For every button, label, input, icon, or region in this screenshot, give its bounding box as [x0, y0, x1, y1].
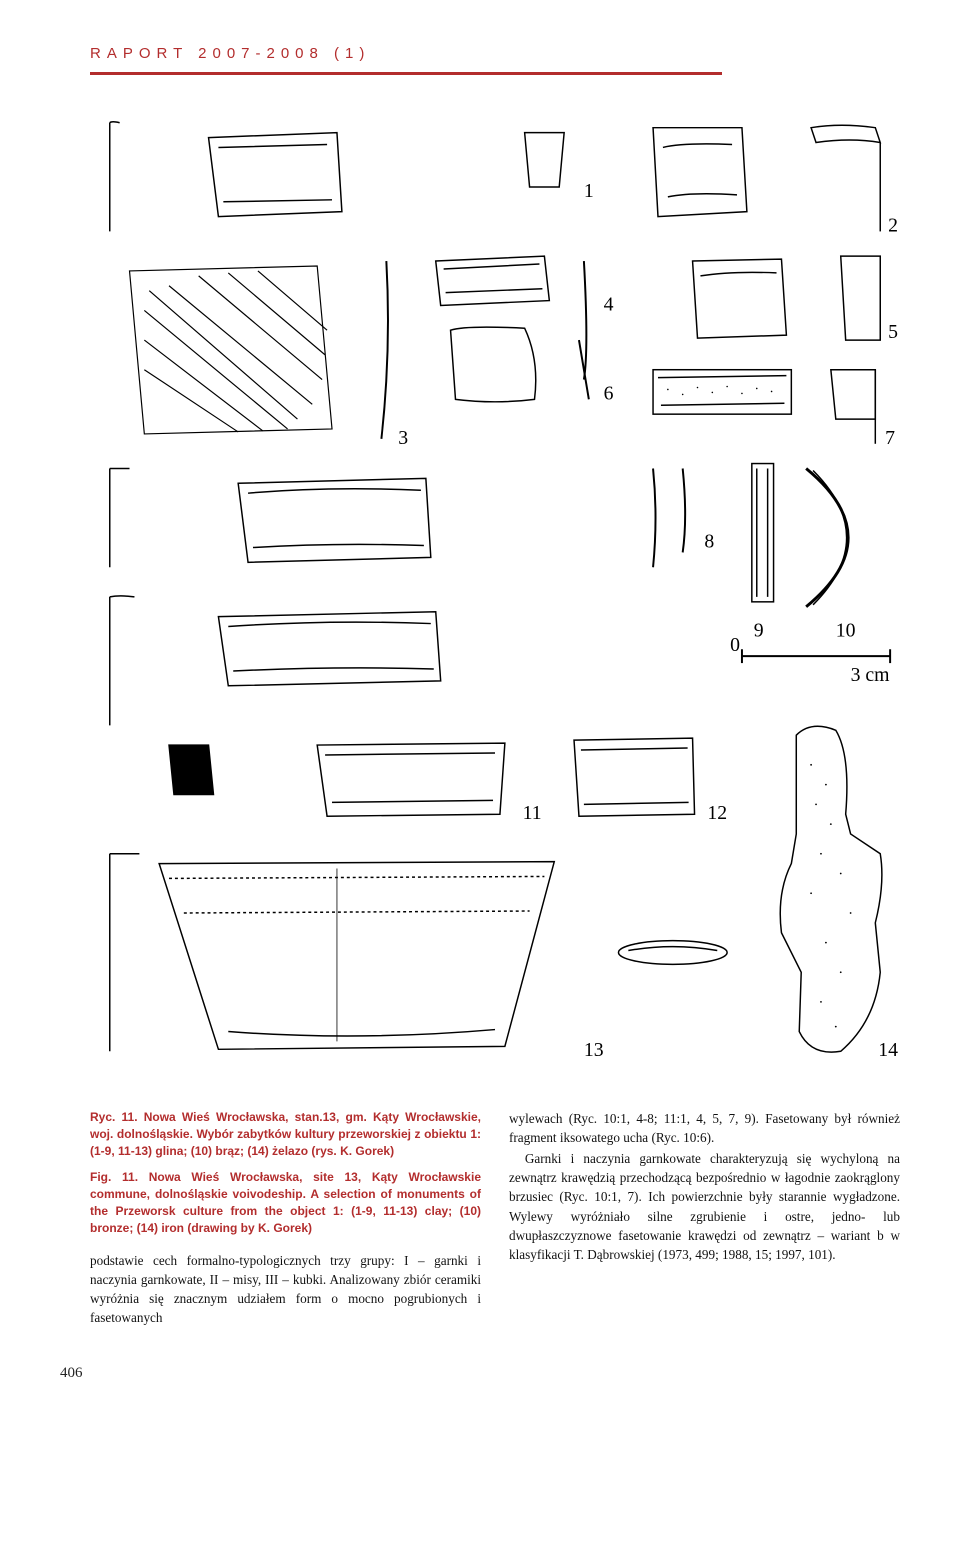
caption-english: Fig. 11. Nowa Wieś Wrocławska, site 13, …: [90, 1169, 481, 1236]
figure-drawing: 1 2 3 4: [90, 103, 900, 1081]
figure-label-3: 3: [398, 427, 408, 449]
figure-label-8: 8: [704, 531, 714, 553]
figure-label-6: 6: [604, 382, 614, 404]
text-columns: Ryc. 11. Nowa Wieś Wrocławska, stan.13, …: [90, 1109, 900, 1327]
scale-zero: 0: [730, 634, 740, 656]
header-title: RAPORT 2007-2008 (1): [90, 45, 370, 62]
figure-label-7: 7: [885, 427, 895, 449]
figure-label-12: 12: [707, 802, 727, 824]
header-rule: [90, 72, 722, 75]
figure-label-13: 13: [584, 1039, 604, 1061]
figure-label-1: 1: [584, 180, 594, 202]
left-column: Ryc. 11. Nowa Wieś Wrocławska, stan.13, …: [90, 1109, 481, 1327]
figure-label-4: 4: [604, 293, 614, 315]
right-column: wylewach (Ryc. 10:1, 4-8; 11:1, 4, 5, 7,…: [509, 1109, 900, 1327]
figure-label-14: 14: [878, 1039, 898, 1061]
page: RAPORT 2007-2008 (1) 1 2: [0, 0, 960, 1412]
figure-label-5: 5: [888, 321, 898, 343]
running-header: RAPORT 2007-2008 (1): [90, 45, 900, 62]
figure-label-9: 9: [754, 619, 764, 641]
body-left: podstawie cech formalno-typologicznych t…: [90, 1251, 481, 1328]
body-right-p2: Garnki i naczynia garnkowate charakteryz…: [509, 1149, 900, 1264]
figure-label-11: 11: [523, 802, 542, 824]
caption-polish: Ryc. 11. Nowa Wieś Wrocławska, stan.13, …: [90, 1109, 481, 1159]
figure-11: 1 2 3 4: [90, 103, 900, 1081]
page-number: 406: [60, 1365, 900, 1382]
figure-label-2: 2: [888, 214, 898, 236]
scale-end: 3 cm: [851, 664, 891, 686]
figure-label-10: 10: [836, 619, 856, 641]
body-right-p1: wylewach (Ryc. 10:1, 4-8; 11:1, 4, 5, 7,…: [509, 1109, 900, 1147]
